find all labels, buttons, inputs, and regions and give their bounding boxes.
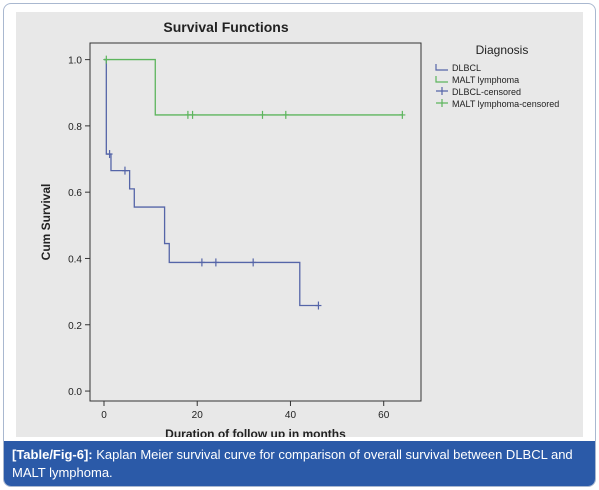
x-tick-label: 60 bbox=[378, 410, 390, 421]
y-tick-label: 0.8 bbox=[68, 122, 82, 133]
caption-tag: [Table/Fig-6]: bbox=[12, 447, 93, 462]
y-tick-label: 0.6 bbox=[68, 188, 82, 199]
legend-label: DLBCL bbox=[452, 63, 481, 73]
chart-area: Survival Functions Cum Survival Duration… bbox=[16, 12, 583, 437]
survival-chart: Survival Functions Cum Survival Duration… bbox=[39, 19, 559, 437]
survival-line bbox=[103, 58, 403, 116]
survival-line bbox=[103, 58, 319, 307]
caption-text: Kaplan Meier survival curve for comparis… bbox=[12, 447, 573, 480]
x-tick-label: 40 bbox=[285, 410, 297, 421]
y-tick-label: 0.2 bbox=[68, 321, 82, 332]
figure-caption: [Table/Fig-6]: Kaplan Meier survival cur… bbox=[4, 441, 595, 486]
legend-label: MALT lymphoma-censored bbox=[452, 99, 559, 109]
plot-border bbox=[89, 42, 422, 402]
legend-label: DLBCL-censored bbox=[452, 87, 521, 97]
x-tick-label: 0 bbox=[101, 410, 107, 421]
y-tick-label: 0.4 bbox=[68, 254, 82, 265]
chart-title: Survival Functions bbox=[163, 19, 288, 35]
y-tick-label: 1.0 bbox=[68, 56, 82, 67]
legend-line-swatch bbox=[435, 76, 448, 83]
x-tick-label: 20 bbox=[192, 410, 204, 421]
legend-title: Diagnosis bbox=[476, 43, 529, 57]
figure-frame: Survival Functions Cum Survival Duration… bbox=[3, 3, 596, 487]
legend-line-swatch bbox=[435, 64, 448, 71]
y-tick-label: 0.0 bbox=[68, 387, 82, 398]
x-axis-label: Duration of follow up in months bbox=[165, 427, 346, 437]
legend-label: MALT lymphoma bbox=[452, 75, 519, 85]
y-axis-label: Cum Survival bbox=[39, 184, 53, 261]
